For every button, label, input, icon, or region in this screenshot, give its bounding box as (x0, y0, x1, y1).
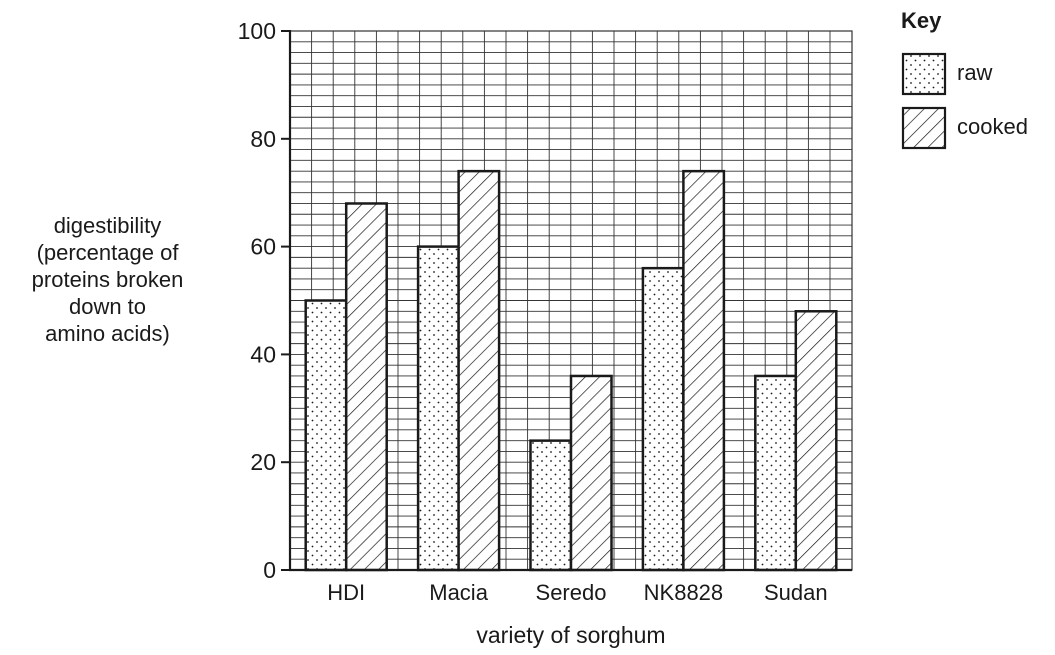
bars (304, 169, 838, 572)
y-tick-label: 80 (250, 126, 276, 152)
bar-raw-seredo (529, 439, 573, 572)
bar-cooked-nk8828 (682, 169, 726, 572)
x-tick-label: HDI (327, 580, 365, 605)
x-axis-label: variety of sorghum (476, 622, 666, 648)
bar-raw-hdi (304, 299, 348, 572)
bar-raw-sudan (754, 374, 798, 572)
legend (901, 52, 947, 150)
legend-title: Key (901, 8, 942, 33)
legend-swatch-cooked (901, 106, 947, 150)
legend-label-cooked: cooked (957, 114, 1028, 139)
y-axis-label: digestibility (percentage of proteins br… (31, 213, 184, 346)
x-tick-label: Sudan (764, 580, 828, 605)
y-tick-label: 20 (250, 449, 276, 475)
x-tick-label: NK8828 (644, 580, 724, 605)
bar-cooked-sudan (794, 310, 838, 572)
x-tick-labels: HDI Macia Seredo NK8828 Sudan (327, 580, 827, 605)
axes (288, 30, 853, 572)
legend-swatch-raw (901, 52, 947, 96)
y-tick-label: 100 (238, 18, 276, 44)
bar-cooked-macia (457, 169, 501, 572)
x-tick-label: Seredo (536, 580, 607, 605)
legend-label-raw: raw (957, 60, 993, 85)
bar-raw-macia (416, 245, 460, 572)
y-tick-label: 40 (250, 341, 276, 367)
bar-cooked-seredo (569, 374, 613, 572)
y-tick-labels: 0 20 40 60 80 100 (238, 18, 290, 583)
bar-raw-nk8828 (641, 266, 685, 572)
y-tick-label: 60 (250, 234, 276, 260)
y-tick-label: 0 (263, 557, 276, 583)
bar-cooked-hdi (344, 202, 388, 572)
x-tick-label: Macia (429, 580, 488, 605)
